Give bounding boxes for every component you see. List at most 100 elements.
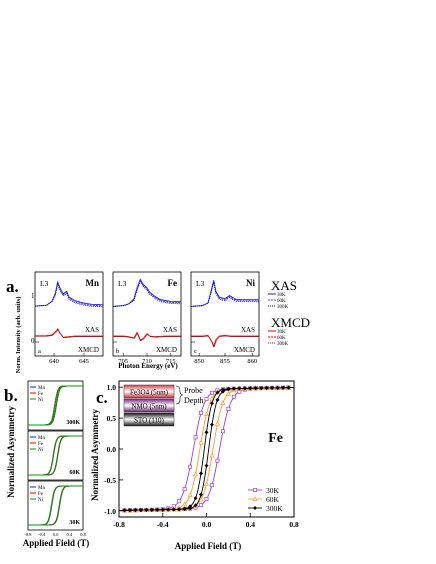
xas-label: XAS <box>85 326 99 334</box>
subplot-frame <box>27 430 84 481</box>
temp-label: 30K <box>69 520 80 526</box>
xmcd-line <box>113 332 182 342</box>
hysteresis-line <box>28 435 83 476</box>
x-tick-label: 0.0 <box>53 532 59 537</box>
data-point <box>203 481 210 486</box>
panel-c-ylabel: Normalized Asymmetry <box>90 409 100 501</box>
xas-line <box>112 278 182 307</box>
edge-label: L3 <box>196 279 205 288</box>
data-point <box>198 439 204 445</box>
subplot-frame <box>34 271 104 357</box>
legend-entry: 300K <box>277 342 289 347</box>
subplot-letter: a <box>38 348 41 355</box>
temp-label: 60K <box>69 470 80 476</box>
x-tick-label: -0.8 <box>113 520 125 529</box>
legend-entry: 30K <box>277 330 286 335</box>
legend-entry: Ni <box>38 448 44 453</box>
data-point <box>215 390 220 395</box>
y-tick-label: 1.0 <box>107 383 117 392</box>
legend-entry: Mn <box>38 386 45 391</box>
data-point <box>237 386 242 391</box>
data-point <box>275 385 280 390</box>
data-point <box>215 458 220 463</box>
x-tick-label: 640 <box>49 358 59 365</box>
subplot-letter: b <box>116 348 119 355</box>
layer-label: Fe3O4 (5nm) <box>130 389 169 397</box>
legend-entry: 60K <box>277 299 286 304</box>
data-point <box>204 397 209 401</box>
data-point <box>214 421 221 426</box>
layer-sto <box>123 412 175 427</box>
legend-entry: Mn <box>38 436 45 441</box>
xmcd-label: XMCD <box>234 346 255 354</box>
data-point <box>199 410 203 415</box>
xmcd-label: XMCD <box>78 346 99 354</box>
depth-label: Depth <box>184 396 204 405</box>
element-label: Mn <box>86 278 100 288</box>
xas-label: XAS <box>163 326 177 334</box>
data-point <box>133 508 138 513</box>
legend-entry: 60K <box>277 336 286 341</box>
y-tick-label: -1.0 <box>104 507 116 516</box>
hysteresis-line <box>28 485 83 526</box>
data-point <box>259 386 264 391</box>
data-point <box>270 385 275 390</box>
xmcd-line <box>35 329 104 339</box>
panel-a-ylabel: Norm. Intensity (arb. units) <box>15 297 22 374</box>
panel-a-letter: a. <box>6 277 19 296</box>
data-point <box>160 507 165 512</box>
x-tick-label: 715 <box>166 358 176 365</box>
xas-line <box>34 281 104 307</box>
legend-entry: 60K <box>266 495 280 504</box>
legend-entry: Fe <box>38 492 44 497</box>
data-point <box>122 508 127 513</box>
data-point <box>209 401 214 406</box>
panel-b-xlabel: Applied Field (T) <box>23 538 90 548</box>
y-tick-label: 0.0 <box>107 445 117 454</box>
element-label: Ni <box>246 278 255 288</box>
data-point <box>220 387 225 392</box>
x-tick-label: 0.0 <box>202 520 212 529</box>
x-tick-label: 0.8 <box>80 532 86 537</box>
data-point <box>204 497 209 501</box>
y-tick-label: -0.5 <box>104 476 116 485</box>
data-point <box>242 386 247 391</box>
data-point <box>253 386 258 391</box>
data-point <box>188 504 193 509</box>
data-point <box>248 386 253 391</box>
legend-entry: 30K <box>277 293 286 298</box>
legend-entry: Ni <box>38 398 44 403</box>
data-point <box>220 429 225 434</box>
layer-label: STO (110) <box>134 417 164 425</box>
data-point <box>209 452 215 458</box>
panel-b-ylabel: Normalized Asymmetry <box>6 406 16 498</box>
data-point <box>182 501 188 507</box>
data-point <box>281 385 286 390</box>
panel-a-ylabel-one: 1 <box>31 292 35 300</box>
xmcd-line <box>191 335 260 348</box>
data-point <box>204 463 209 468</box>
data-point <box>182 506 187 511</box>
legend-entry: Ni <box>38 498 44 503</box>
data-point <box>171 507 176 512</box>
legend-entry: Fe <box>38 442 44 447</box>
x-tick-label: -0.8 <box>24 532 32 537</box>
legend-entry: 30K <box>266 486 280 495</box>
legend-xmcd-title: XMCD <box>271 315 310 330</box>
x-tick-label: 850 <box>194 358 204 365</box>
panel-c-plot: -1.0 -0.5 0.0 0.5 1.0 -0.8 -0.4 0.0 0.4 0.8 Fe3O4 … <box>104 380 299 529</box>
x-tick-label: 645 <box>79 358 89 365</box>
legend-xas-title: XAS <box>271 278 297 293</box>
data-point <box>215 397 220 402</box>
legend-marker <box>253 506 257 510</box>
legend-entry: Fe <box>38 392 44 397</box>
panel-a-xlabel: Photon Energy (eV) <box>118 362 178 370</box>
subplot-frame <box>27 480 84 531</box>
data-point <box>127 508 132 513</box>
data-point <box>199 492 204 497</box>
data-point <box>177 499 182 504</box>
legend-entry: Mn <box>38 486 45 491</box>
